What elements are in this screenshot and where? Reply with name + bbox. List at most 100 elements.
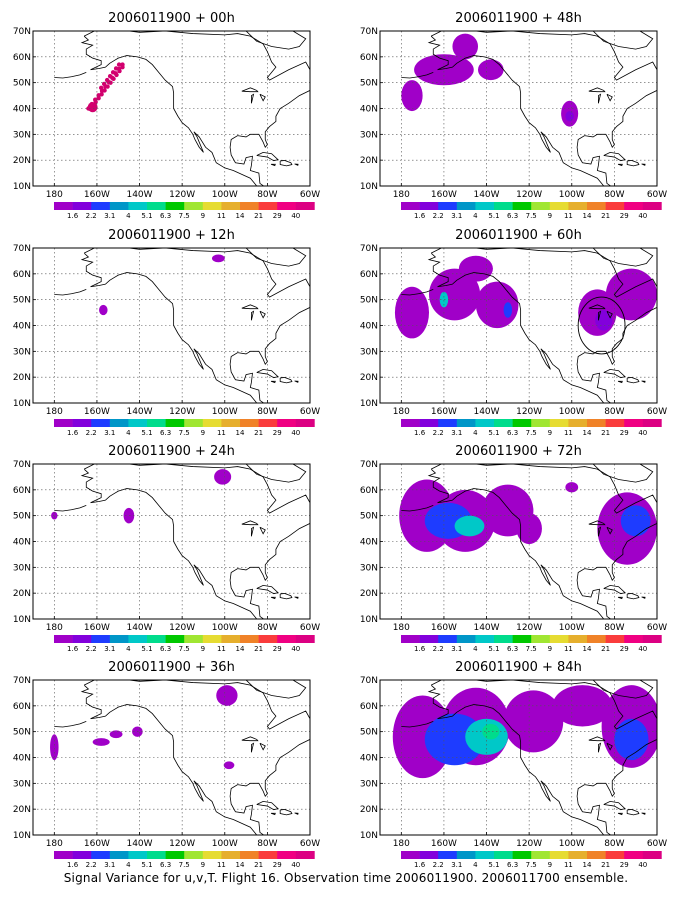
lat-tick-label: 70N	[13, 27, 31, 37]
colorbar-swatch	[531, 635, 551, 643]
lat-tick-label: 70N	[360, 27, 378, 37]
colorbar-swatch	[624, 635, 644, 643]
coastline	[251, 526, 255, 537]
colorbar-label: 11	[217, 645, 226, 653]
colorbar-swatch	[184, 635, 204, 643]
coastline	[245, 31, 307, 50]
coastline	[592, 248, 654, 267]
colorbar-label: 40	[638, 645, 647, 653]
colorbar-label: 29	[273, 212, 282, 220]
colorbar-label: 14	[583, 429, 592, 437]
colorbar-swatch	[277, 635, 297, 643]
lon-tick-label: 60W	[647, 623, 667, 633]
colorbar: 1.6 2.2 3.1 4 5.1 6.3 7.5 9 11 14 21 29 40	[54, 202, 315, 220]
colorbar-swatch	[438, 851, 458, 859]
coastline	[256, 369, 279, 379]
coastline	[312, 512, 325, 525]
colorbar-label: 14	[583, 645, 592, 653]
coastline	[641, 163, 646, 166]
colorbar-label: 5.1	[488, 212, 499, 220]
lon-tick-label: 120W	[169, 839, 195, 849]
colorbar-label: 4	[473, 212, 478, 220]
colorbar-swatch	[475, 419, 495, 427]
colorbar-label: 21	[601, 645, 610, 653]
colorbar-label: 21	[254, 861, 263, 869]
colorbar-label: 14	[583, 212, 592, 220]
colorbar-label: 11	[217, 212, 226, 220]
map-panel-1: 2006011900 + 12h 10N 20N 30N 40N 50N 60N 70N 180…	[13, 228, 320, 437]
colorbar: 1.6 2.2 3.1 4 5.1 6.3 7.5 9 11 14 21 29 40	[401, 851, 662, 869]
colorbar-swatch	[549, 419, 569, 427]
coastline	[245, 464, 307, 483]
colorbar-swatch	[109, 635, 129, 643]
coastline	[270, 163, 276, 167]
colorbar-label: 4	[126, 645, 131, 653]
map-panel-0: 2006011900 + 00h 10N 20N 30N 40N 50N 60N 70N 180…	[13, 11, 320, 220]
colorbar-swatch	[475, 202, 495, 210]
colorbar-label: 21	[254, 212, 263, 220]
colorbar-swatch	[419, 635, 439, 643]
lon-tick-label: 60W	[300, 407, 320, 417]
colorbar-label: 5.1	[141, 429, 152, 437]
colorbar-swatch	[91, 851, 111, 859]
colorbar-swatch	[109, 419, 129, 427]
lon-tick-label: 180	[393, 407, 410, 417]
colorbar-swatch	[587, 635, 606, 643]
colorbar-swatch	[494, 635, 513, 643]
colorbar-label: 1.6	[414, 645, 426, 653]
colorbar-swatch	[165, 202, 185, 210]
coastline	[54, 720, 87, 728]
colorbar-label: 7.5	[526, 429, 537, 437]
coastline	[259, 742, 266, 751]
colorbar-label: 1.6	[414, 861, 426, 869]
colorbar-label: 6.3	[160, 861, 171, 869]
colorbar-swatch	[128, 419, 148, 427]
colorbar-label: 40	[291, 645, 300, 653]
lon-tick-label: 180	[46, 839, 63, 849]
colorbar-swatch	[605, 635, 625, 643]
coastline	[659, 728, 672, 741]
colorbar-label: 4	[473, 429, 478, 437]
variance-plume	[458, 255, 493, 282]
colorbar-label: 11	[217, 429, 226, 437]
lat-tick-label: 20N	[360, 805, 378, 815]
colorbar-swatch	[277, 419, 297, 427]
variance-plume	[223, 761, 235, 770]
lat-tick-label: 10N	[360, 399, 378, 409]
coastline	[251, 310, 255, 321]
colorbar-label: 3.1	[104, 212, 115, 220]
lat-tick-label: 50N	[360, 79, 378, 89]
variance-plume	[565, 111, 574, 122]
colorbar-label: 2.2	[433, 212, 444, 220]
colorbar-label: 1.6	[67, 429, 79, 437]
colorbar-swatch	[438, 419, 458, 427]
colorbar-swatch	[456, 851, 476, 859]
lon-tick-label: 160W	[431, 407, 457, 417]
colorbar-label: 29	[620, 861, 629, 869]
colorbar-swatch	[202, 851, 222, 859]
colorbar-swatch	[202, 419, 222, 427]
colorbar: 1.6 2.2 3.1 4 5.1 6.3 7.5 9 11 14 21 29 40	[54, 635, 315, 653]
colorbar-swatch	[109, 202, 129, 210]
lon-tick-label: 60W	[300, 190, 320, 200]
colorbar-swatch	[568, 635, 588, 643]
panel-title: 2006011900 + 72h	[455, 444, 582, 459]
colorbar-swatch	[494, 419, 513, 427]
colorbar-swatch	[531, 202, 551, 210]
colorbar-swatch	[605, 202, 625, 210]
coastline	[256, 585, 279, 595]
lon-tick-label: 180	[393, 839, 410, 849]
coastline	[54, 504, 87, 512]
coastline	[627, 214, 692, 273]
coastline	[245, 248, 307, 267]
dropsonde-point	[102, 88, 107, 93]
lon-tick-label: 120W	[516, 623, 542, 633]
colorbar-label: 3.1	[104, 645, 115, 653]
colorbar-label: 1.6	[67, 861, 79, 869]
lat-tick-label: 10N	[360, 831, 378, 841]
coastline	[294, 163, 299, 166]
colorbar-swatch	[240, 419, 259, 427]
colorbar: 1.6 2.2 3.1 4 5.1 6.3 7.5 9 11 14 21 29 40	[401, 202, 662, 220]
colorbar-swatch	[184, 202, 204, 210]
colorbar-label: 1.6	[67, 212, 79, 220]
